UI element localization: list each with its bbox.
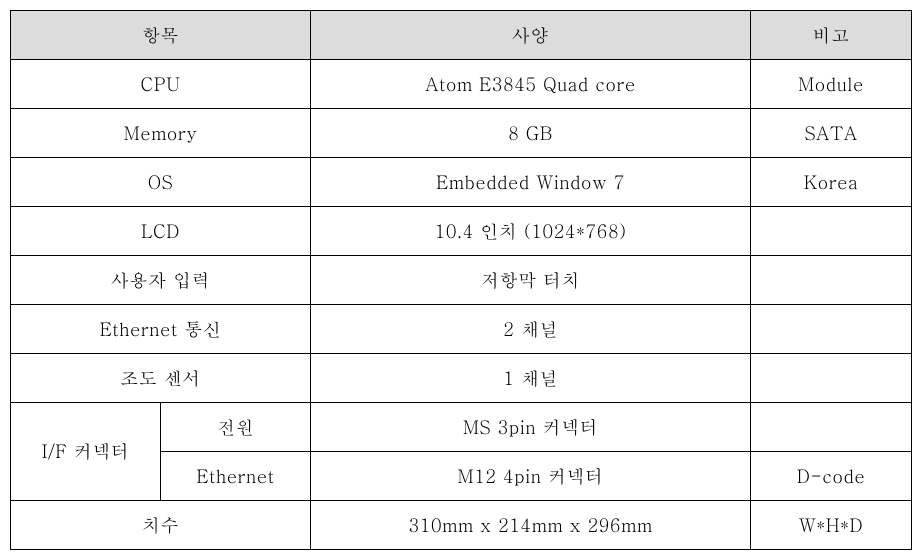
cell-spec: 10.4 인치 (1024*768)	[311, 207, 751, 256]
table-row: I/F 커넥터 전원 MS 3pin 커넥터	[11, 403, 912, 452]
cell-item: LCD	[11, 207, 311, 256]
spec-table: 항목 사양 비고 CPU Atom E3845 Quad core Module…	[10, 10, 912, 550]
table-row: CPU Atom E3845 Quad core Module	[11, 60, 912, 109]
cell-note	[751, 207, 912, 256]
cell-note	[751, 256, 912, 305]
cell-item: Memory	[11, 109, 311, 158]
cell-subitem: Ethernet	[161, 452, 311, 501]
cell-item: 사용자 입력	[11, 256, 311, 305]
cell-item: OS	[11, 158, 311, 207]
cell-spec: Atom E3845 Quad core	[311, 60, 751, 109]
header-item: 항목	[11, 11, 311, 60]
cell-spec: 2 채널	[311, 305, 751, 354]
table-row: 조도 센서 1 채널	[11, 354, 912, 403]
header-note: 비고	[751, 11, 912, 60]
cell-note	[751, 403, 912, 452]
table-row: 치수 310mm x 214mm x 296mm W*H*D	[11, 501, 912, 550]
cell-item: 치수	[11, 501, 311, 550]
cell-spec: M12 4pin 커넥터	[311, 452, 751, 501]
cell-note	[751, 354, 912, 403]
table-row: Ethernet 통신 2 채널	[11, 305, 912, 354]
cell-note	[751, 305, 912, 354]
table-row: Memory 8 GB SATA	[11, 109, 912, 158]
cell-item: Ethernet 통신	[11, 305, 311, 354]
cell-spec: MS 3pin 커넥터	[311, 403, 751, 452]
table-row: OS Embedded Window 7 Korea	[11, 158, 912, 207]
cell-note: D-code	[751, 452, 912, 501]
cell-item: 조도 센서	[11, 354, 311, 403]
cell-spec: 저항막 터치	[311, 256, 751, 305]
table-row: LCD 10.4 인치 (1024*768)	[11, 207, 912, 256]
cell-note: Module	[751, 60, 912, 109]
cell-spec: 8 GB	[311, 109, 751, 158]
cell-note: SATA	[751, 109, 912, 158]
table-row: 사용자 입력 저항막 터치	[11, 256, 912, 305]
cell-subitem: 전원	[161, 403, 311, 452]
cell-note: Korea	[751, 158, 912, 207]
cell-spec: Embedded Window 7	[311, 158, 751, 207]
cell-item: CPU	[11, 60, 311, 109]
cell-spec: 310mm x 214mm x 296mm	[311, 501, 751, 550]
cell-spec: 1 채널	[311, 354, 751, 403]
cell-item-group: I/F 커넥터	[11, 403, 161, 501]
header-spec: 사양	[311, 11, 751, 60]
cell-note: W*H*D	[751, 501, 912, 550]
table-header-row: 항목 사양 비고	[11, 11, 912, 60]
